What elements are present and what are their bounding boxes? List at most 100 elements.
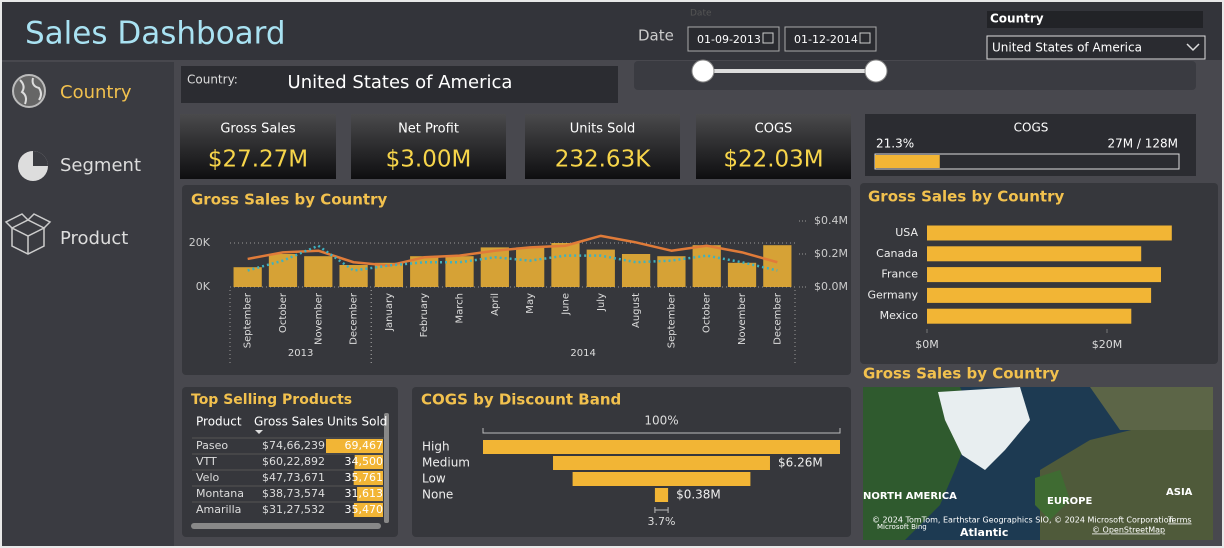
kpi-value: $27.27M <box>208 147 308 173</box>
funnel-bar <box>572 472 751 486</box>
table-cell: $74,66,239 <box>262 439 325 452</box>
bar <box>268 254 298 287</box>
gauge-label: 27M / 128M <box>1107 137 1178 151</box>
country-dropdown[interactable] <box>986 35 1206 60</box>
bar <box>339 265 368 287</box>
line <box>247 244 778 272</box>
table-scrollbar[interactable] <box>191 523 381 529</box>
map-attribution: © 2024 TomTom, Earthstar Geographics SIO… <box>872 516 1174 525</box>
x-tick-label: August <box>631 293 642 328</box>
table-cell: Paseo <box>196 439 228 452</box>
kpi-value: $3.00M <box>386 147 472 173</box>
map-title: Gross Sales by Country <box>863 365 1059 383</box>
bar <box>927 308 1132 324</box>
bar <box>551 243 580 287</box>
country-slicer-value: United States of America <box>992 41 1142 55</box>
map-label: EUROPE <box>1047 496 1092 507</box>
table-cell: 35,470 <box>345 503 384 516</box>
chart-title: Gross Sales by Country <box>191 191 387 209</box>
column-header: Units Sold <box>327 415 387 429</box>
map-label: NORTH AMERICA <box>863 491 957 502</box>
gauge-title: COGS <box>1014 121 1049 135</box>
funnel-bottom-label: 3.7% <box>648 515 676 528</box>
funnel-bracket <box>654 507 669 513</box>
map-terms[interactable]: Terms <box>1167 516 1192 525</box>
date-label: Date <box>638 27 674 45</box>
nav-item[interactable]: Segment <box>60 155 141 176</box>
table-cell: Velo <box>196 471 219 484</box>
x-tick-label: January <box>384 293 395 332</box>
kpi-label: Gross Sales <box>220 122 296 137</box>
nav-panel <box>2 62 174 546</box>
y-tick-label: 0K <box>196 280 211 293</box>
kpi-card <box>525 114 680 179</box>
bar <box>763 245 792 287</box>
bar <box>233 267 262 287</box>
x-tick-label: April <box>490 293 501 316</box>
kpi-card <box>351 114 506 179</box>
dropdown-arrow[interactable] <box>1186 43 1200 52</box>
bar <box>927 246 1142 262</box>
x-tick-label: March <box>455 293 466 323</box>
slider-handle[interactable] <box>864 59 888 83</box>
column-header: Gross Sales <box>254 415 324 429</box>
bar <box>927 225 1172 241</box>
x-group-label: 2014 <box>570 348 595 359</box>
table-cell: 34,500 <box>345 455 384 468</box>
bar <box>445 256 474 287</box>
funnel-bar <box>483 440 840 454</box>
box-icon <box>4 213 52 255</box>
card-value: United States of America <box>288 72 513 93</box>
category-label: USA <box>895 226 918 239</box>
globe-icon <box>12 74 46 108</box>
value-label: $0.38M <box>676 488 721 502</box>
category-label: Germany <box>867 288 918 301</box>
x-tick-label: September <box>666 292 677 348</box>
category-label: High <box>422 440 450 454</box>
line <box>247 234 778 267</box>
y2-tick-label: $0.0M <box>814 280 848 293</box>
map-label: ASIA <box>1166 487 1193 498</box>
bar <box>692 245 721 287</box>
calendar-icon[interactable] <box>762 32 774 44</box>
map-label: Atlantic <box>960 526 1008 539</box>
date-end-box[interactable] <box>784 26 877 52</box>
bar <box>410 256 439 287</box>
nav-item[interactable]: Country <box>60 82 132 103</box>
table-scrollbar[interactable] <box>384 413 389 523</box>
table-panel <box>182 387 398 537</box>
bar <box>927 267 1161 283</box>
bar <box>927 287 1152 303</box>
value-label: $6.26M <box>778 456 823 470</box>
map-provider: Microsoft Bing <box>877 523 927 531</box>
date-start-box[interactable] <box>687 26 780 52</box>
nav-item[interactable]: Product <box>60 228 128 249</box>
x-tick-label: November <box>313 292 324 345</box>
category-label: France <box>881 268 918 281</box>
table-cell: $60,22,892 <box>262 455 325 468</box>
x-tick-label: September <box>243 292 254 348</box>
table-title: Top Selling Products <box>191 392 352 408</box>
table-cell: $38,73,574 <box>262 487 325 500</box>
x-tick-label: $0M <box>915 338 939 351</box>
kpi-label: Units Sold <box>570 122 635 137</box>
y2-tick-label: $0.2M <box>814 247 848 260</box>
pie-icon <box>18 151 48 181</box>
chart-title: COGS by Discount Band <box>421 391 621 409</box>
sort-arrow <box>255 430 263 434</box>
calendar-icon[interactable] <box>859 32 871 44</box>
kpi-value: 232.63K <box>555 147 651 173</box>
x-tick-label: October <box>702 292 713 333</box>
kpi-card <box>180 114 336 179</box>
date-start[interactable]: 01-09-2013 <box>697 33 761 46</box>
bar <box>657 256 686 287</box>
country-slicer-label: Country <box>990 12 1044 26</box>
country-slicer-header <box>987 11 1203 28</box>
kpi-label: Net Profit <box>398 122 459 137</box>
category-label: Medium <box>422 456 470 470</box>
bar <box>516 247 545 287</box>
map <box>863 387 1213 540</box>
date-end: 01-12-2014 <box>794 33 858 46</box>
slider-handle[interactable] <box>691 59 715 83</box>
